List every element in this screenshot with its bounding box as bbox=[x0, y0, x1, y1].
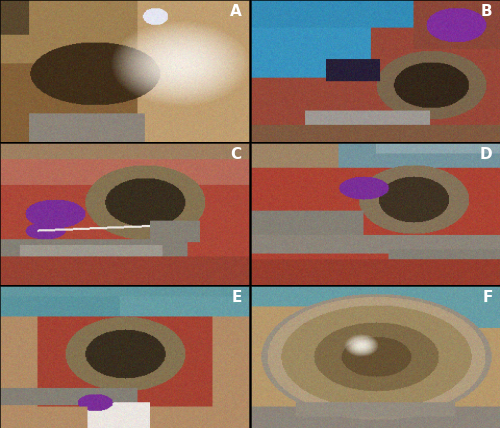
Text: B: B bbox=[481, 4, 492, 19]
Text: C: C bbox=[230, 147, 242, 162]
Text: A: A bbox=[230, 4, 242, 19]
Text: D: D bbox=[480, 147, 492, 162]
Text: F: F bbox=[482, 290, 492, 305]
Text: E: E bbox=[232, 290, 242, 305]
